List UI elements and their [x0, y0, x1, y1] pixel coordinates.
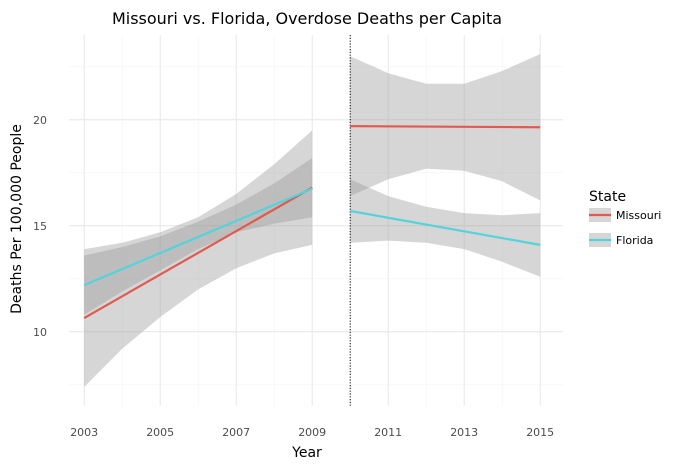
x-tick-label: 2005	[146, 426, 174, 439]
x-tick-label: 2013	[450, 426, 478, 439]
x-tick-label: 2015	[526, 426, 554, 439]
x-tick-label: 2011	[374, 426, 402, 439]
line-florida-2	[350, 209, 541, 246]
x-axis-title: Year	[291, 445, 322, 461]
y-tick-label: 10	[33, 326, 47, 339]
line-florida-1	[83, 187, 313, 287]
y-tick-label: 20	[33, 114, 47, 127]
chart-title: Missouri vs. Florida, Overdose Deaths pe…	[112, 9, 502, 28]
series-lines	[83, 125, 541, 319]
legend: State Missouri Florida	[589, 189, 661, 247]
legend-label-florida: Florida	[616, 234, 653, 247]
x-tick-label: 2003	[70, 426, 98, 439]
x-tick-labels: 2003 2005 2007 2009 2011 2013 2015	[70, 426, 554, 439]
legend-label-missouri: Missouri	[616, 209, 661, 222]
x-tick-label: 2009	[298, 426, 326, 439]
grid	[69, 35, 563, 406]
y-tick-label: 15	[33, 220, 47, 233]
line-missouri-1	[83, 186, 313, 319]
line-missouri-2	[350, 125, 541, 129]
y-axis-title: Deaths Per 100,000 People	[9, 124, 25, 314]
confidence-band-missouri-1	[84, 130, 313, 387]
legend-title: State	[589, 189, 626, 205]
x-tick-label: 2007	[222, 426, 250, 439]
y-tick-labels: 10 15 20	[33, 114, 47, 339]
